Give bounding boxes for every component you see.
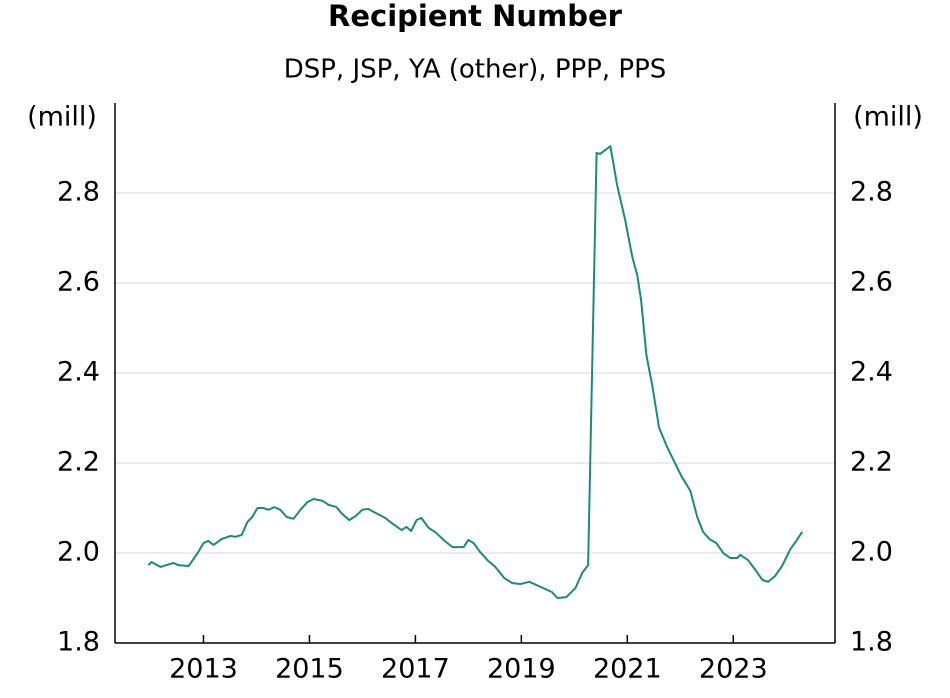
y2-tick-label: 2.0 bbox=[850, 537, 893, 568]
data-line bbox=[147, 145, 803, 599]
y2-tick-label: 2.2 bbox=[850, 447, 893, 478]
y-axis-unit: (mill) bbox=[27, 102, 97, 133]
y2-tick-label: 2.8 bbox=[850, 177, 893, 208]
y-tick-label: 2.4 bbox=[57, 357, 100, 388]
chart-subtitle: DSP, JSP, YA (other), PPP, PPS bbox=[284, 55, 667, 85]
x-tick-label: 2013 bbox=[169, 654, 238, 685]
y2-tick-label: 2.4 bbox=[850, 357, 893, 388]
y-tick-label: 1.8 bbox=[57, 627, 100, 658]
x-tick-label: 2021 bbox=[593, 654, 662, 685]
y2-tick-label: 2.6 bbox=[850, 267, 893, 298]
y-tick-label: 2.0 bbox=[57, 537, 100, 568]
x-tick-label: 2015 bbox=[275, 654, 344, 685]
x-tick-label: 2019 bbox=[487, 654, 556, 685]
y-tick-label: 2.8 bbox=[57, 177, 100, 208]
x-tick-label: 2017 bbox=[381, 654, 450, 685]
y-tick-label: 2.2 bbox=[57, 447, 100, 478]
y2-axis-unit: (mill) bbox=[853, 102, 923, 133]
chart-title: Recipient Number bbox=[328, 0, 623, 33]
y2-tick-label: 1.8 bbox=[850, 627, 893, 658]
x-tick-label: 2023 bbox=[699, 654, 768, 685]
y-tick-label: 2.6 bbox=[57, 267, 100, 298]
